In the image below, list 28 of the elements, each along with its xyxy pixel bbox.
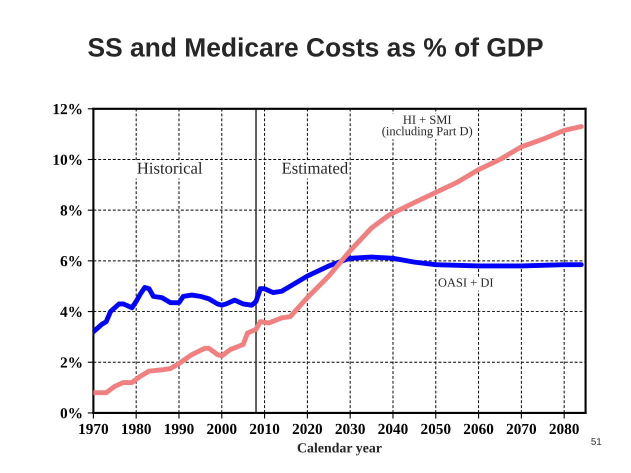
- annotation: Historical: [137, 162, 202, 174]
- y-tick-label: 10%: [54, 154, 82, 165]
- x-tick-label: 1980: [122, 424, 151, 434]
- y-tick-label: 0%: [60, 408, 82, 418]
- annotation: Estimated: [282, 162, 348, 174]
- x-tick-label: 2080: [550, 424, 579, 434]
- x-tick-label: 2010: [250, 424, 280, 434]
- y-tick-label: 2%: [60, 357, 82, 368]
- y-tick-label: 6%: [60, 256, 82, 266]
- x-tick-label: 2070: [506, 424, 536, 434]
- chart-title: SS and Medicare Costs as % of GDP: [88, 37, 543, 57]
- x-tick-label: 2000: [207, 424, 236, 434]
- text: HI + SMI (including Part D): [382, 116, 472, 138]
- x-tick-label: 2050: [421, 424, 450, 434]
- y-tick-label: 8%: [60, 205, 82, 216]
- line-series: [93, 124, 584, 396]
- text: 51: [591, 438, 602, 445]
- x-tick-label: 1970: [79, 424, 108, 434]
- x-axis-title: Calendar year: [298, 442, 382, 456]
- y-tick-label: 12%: [54, 104, 82, 114]
- x-tick-label: 2020: [292, 424, 322, 434]
- x-tick-label: 2040: [378, 424, 408, 434]
- line-series: [93, 254, 584, 334]
- series-label: OASI + DI: [438, 278, 494, 287]
- x-tick-label: 2060: [464, 424, 494, 434]
- x-tick-label: 2030: [336, 424, 365, 434]
- y-tick-label: 4%: [60, 306, 82, 318]
- x-tick-label: 1990: [164, 424, 194, 434]
